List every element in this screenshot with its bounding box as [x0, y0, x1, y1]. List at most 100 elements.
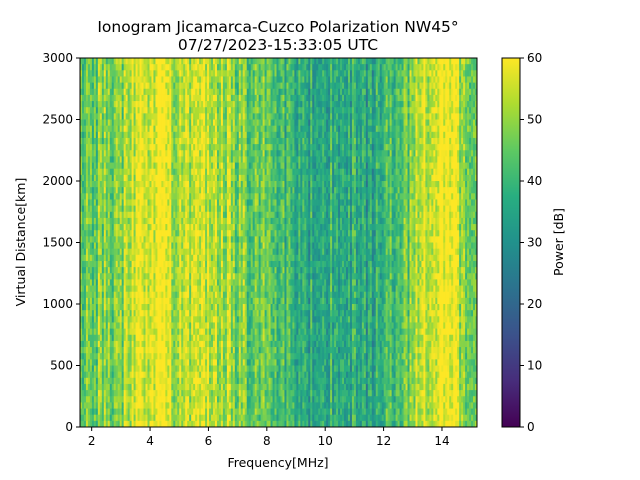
- heatmap-cell: [119, 88, 123, 96]
- heatmap-cell: [159, 107, 162, 114]
- heatmap-cell: [93, 254, 97, 262]
- heatmap-cell: [179, 396, 182, 403]
- heatmap-cell: [127, 58, 131, 65]
- heatmap-cell: [143, 156, 146, 163]
- heatmap-cell: [151, 402, 154, 409]
- heatmap-cell: [165, 365, 168, 373]
- heatmap-cell: [171, 359, 174, 366]
- heatmap-cell: [121, 267, 125, 274]
- heatmap-cell: [147, 88, 150, 96]
- heatmap-cell: [109, 377, 113, 385]
- heatmap-cell: [123, 402, 127, 409]
- heatmap-cell: [175, 187, 178, 194]
- heatmap-cell: [161, 260, 164, 268]
- heatmap-cell: [147, 64, 150, 71]
- heatmap-cell: [149, 199, 152, 206]
- heatmap-cell: [145, 254, 148, 262]
- heatmap-cell: [147, 304, 150, 311]
- heatmap-cell: [80, 285, 83, 293]
- heatmap-cell: [159, 187, 162, 194]
- heatmap-cell: [123, 131, 127, 139]
- heatmap-cell: [151, 396, 154, 403]
- heatmap-cell: [113, 199, 117, 206]
- heatmap-cell: [121, 162, 125, 170]
- heatmap-cell: [161, 168, 164, 176]
- heatmap-cell: [87, 150, 91, 157]
- heatmap-image: [80, 58, 477, 427]
- heatmap-cell: [145, 211, 148, 219]
- heatmap-cell: [167, 347, 170, 354]
- heatmap-cell: [119, 119, 123, 127]
- heatmap-cell: [113, 236, 117, 243]
- heatmap-cell: [123, 359, 127, 366]
- heatmap-cell: [83, 340, 87, 348]
- heatmap-cell: [133, 224, 136, 231]
- heatmap-cell: [181, 322, 184, 329]
- heatmap-cell: [171, 291, 174, 299]
- heatmap-cell: [163, 304, 166, 311]
- heatmap-cell: [113, 353, 117, 360]
- heatmap-cell: [119, 168, 123, 176]
- heatmap-cell: [133, 211, 136, 219]
- heatmap-cell: [101, 353, 105, 360]
- heatmap-cell: [163, 322, 166, 329]
- heatmap-cell: [171, 279, 174, 286]
- heatmap-cell: [83, 408, 87, 416]
- heatmap-cell: [175, 285, 178, 293]
- heatmap-cell: [129, 242, 133, 250]
- heatmap-cell: [95, 144, 99, 151]
- heatmap-cell: [143, 230, 146, 237]
- heatmap-cell: [145, 377, 148, 385]
- heatmap-cell: [161, 187, 164, 194]
- heatmap-cell: [101, 402, 105, 409]
- heatmap-cell: [99, 359, 103, 366]
- heatmap-cell: [153, 377, 156, 385]
- heatmap-cell: [91, 217, 95, 225]
- heatmap-cell: [165, 174, 168, 182]
- heatmap-cell: [111, 168, 115, 176]
- heatmap-cell: [171, 205, 174, 213]
- heatmap-cell: [89, 297, 93, 305]
- heatmap-cell: [183, 205, 186, 213]
- heatmap-cell: [141, 162, 144, 170]
- heatmap-cell: [105, 230, 109, 237]
- heatmap-cell: [123, 58, 127, 65]
- heatmap-cell: [153, 107, 156, 114]
- heatmap-cell: [121, 205, 125, 213]
- heatmap-cell: [105, 76, 109, 83]
- heatmap-cell: [80, 137, 83, 145]
- heatmap-cell: [183, 211, 186, 219]
- heatmap-cell: [97, 377, 101, 385]
- heatmap-cell: [137, 205, 140, 213]
- heatmap-cell: [131, 334, 134, 342]
- heatmap-cell: [179, 242, 182, 250]
- heatmap-cell: [135, 217, 138, 225]
- heatmap-cell: [157, 230, 160, 237]
- heatmap-cell: [139, 162, 142, 170]
- heatmap-cell: [103, 390, 107, 397]
- heatmap-cell: [125, 322, 129, 329]
- heatmap-cell: [119, 144, 123, 151]
- heatmap-cell: [153, 248, 156, 256]
- heatmap-cell: [141, 414, 144, 422]
- heatmap-cell: [177, 76, 180, 83]
- heatmap-cell: [87, 322, 91, 329]
- heatmap-cell: [103, 236, 107, 243]
- heatmap-cell: [155, 224, 158, 231]
- heatmap-cell: [113, 304, 117, 311]
- heatmap-cell: [137, 94, 140, 102]
- heatmap-cell: [103, 328, 107, 336]
- heatmap-cell: [165, 211, 168, 219]
- heatmap-cell: [183, 181, 186, 188]
- heatmap-cell: [85, 242, 89, 250]
- heatmap-cell: [81, 156, 85, 163]
- heatmap-cell: [121, 334, 125, 342]
- heatmap-cell: [117, 125, 121, 133]
- heatmap-cell: [135, 137, 138, 145]
- heatmap-cell: [123, 347, 127, 354]
- heatmap-cell: [173, 322, 176, 329]
- heatmap-cell: [149, 64, 152, 71]
- heatmap-cell: [137, 396, 140, 403]
- heatmap-cell: [153, 174, 156, 182]
- heatmap-cell: [99, 248, 103, 256]
